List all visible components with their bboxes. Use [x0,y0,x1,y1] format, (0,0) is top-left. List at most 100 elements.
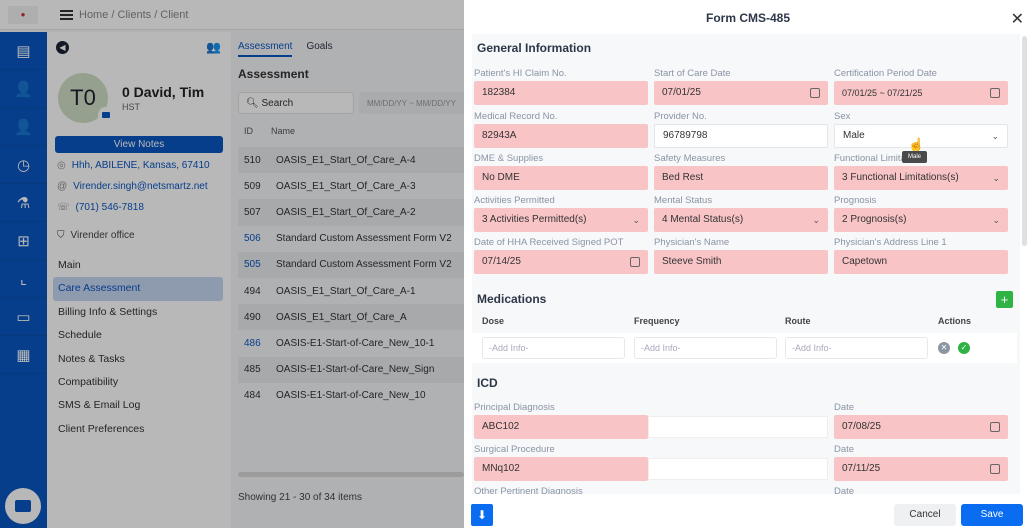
client-office: ⛉ Virender office [57,230,135,241]
table-row[interactable]: 494 OASIS_E1_Start_Of_Care_A-1 [244,285,416,297]
top-bar: ● Home / Clients / Client [0,0,464,30]
chat-button[interactable] [5,488,41,524]
background-app: ● Home / Clients / Client ▤ 👤 👤 ◷ ⚗ ⊞ ⌞ … [0,0,464,528]
table-row[interactable]: 484 OASIS-E1-Start-of-Care_New_10 [244,390,426,402]
surgical-date-field: Date 07/11/25 [834,444,1008,481]
confirm-row-icon[interactable]: ✓ [958,342,970,354]
medication-row: -Add Info- -Add Info- -Add Info- ✕ ✓ [472,333,1017,363]
client-name: 0 David, Tim [122,84,205,100]
nav-care-assessment[interactable]: Care Assessment [53,277,223,301]
sex-select[interactable]: Male ⌄ [834,124,1008,148]
client-phone[interactable]: ☏ (701) 546-7818 [57,202,144,213]
tab-goals[interactable]: Goals [306,41,333,52]
billing-icon[interactable]: ▭ [0,298,47,336]
functional-select[interactable]: 3 Functional Limitations(s) ⌄ [834,166,1008,190]
address-input[interactable]: Capetown [834,250,1008,274]
col-name[interactable]: Name [271,126,296,136]
calendar-icon[interactable] [630,257,640,267]
table-row[interactable]: 510 OASIS_E1_Start_Of_Care_A-4 [238,147,464,174]
app-logo[interactable]: ● [8,5,38,24]
training-icon[interactable]: ⊞ [0,222,47,260]
back-icon[interactable]: ◀ [56,41,69,54]
hha-input[interactable]: 07/14/25 [474,250,648,274]
chart-icon[interactable]: ⌞ [0,260,47,298]
map-icon[interactable]: ▦ [0,336,47,374]
calendar-icon[interactable] [990,422,1000,432]
dme-field: DME & Supplies No DME [474,153,648,190]
shield-icon: ⛉ [57,230,65,241]
table-row[interactable]: 486 OASIS-E1-Start-of-Care_New_10-1 [244,337,435,349]
table-row[interactable]: 485 OASIS-E1-Start-of-Care_New_Sign [238,356,464,383]
nav-sms-email[interactable]: SMS & Email Log [58,399,141,412]
phone-icon: ☏ [57,202,70,213]
download-icon: ⬇ [476,508,488,522]
nav-client-preferences[interactable]: Client Preferences [58,422,145,435]
cert-input[interactable]: 07/01/25 ~ 07/21/25 [834,81,1008,105]
close-icon[interactable]: ✕ [1010,11,1024,28]
employee-icon[interactable]: 👤 [0,70,47,108]
col-id[interactable]: ID [244,126,253,136]
surgical-description[interactable] [648,458,828,480]
provider-input[interactable]: 96789798 [654,124,828,148]
nav-main[interactable]: Main [58,259,81,271]
dme-input[interactable]: No DME [474,166,648,190]
table-row[interactable]: 505 Standard Custom Assessment Form V2 [238,251,464,278]
vertical-scrollbar[interactable] [1022,36,1027,246]
cancel-button[interactable]: Cancel [894,504,956,526]
client-address[interactable]: ◎ Hhh, ABILENE, Kansas, 67410 [57,160,210,171]
dashboard-icon[interactable]: ▤ [0,32,47,70]
dose-input[interactable]: -Add Info- [482,337,625,359]
principal-input[interactable]: ABC102 [474,415,648,439]
search-input[interactable]: 🔍︎ Search [238,92,354,114]
search-icon: 🔍︎ [246,98,262,109]
activities-select[interactable]: 3 Activities Permitted(s) ⌄ [474,208,648,232]
calendar-icon[interactable] [990,88,1000,98]
breadcrumb[interactable]: Home / Clients / Client [79,8,189,21]
principal-description[interactable] [648,416,828,438]
safety-input[interactable]: Bed Rest [654,166,828,190]
table-row[interactable]: 490 OASIS_E1_Start_Of_Care_A [238,304,464,331]
assessment-table: 510 OASIS_E1_Start_Of_Care_A-4 509 OASIS_E… [238,147,464,409]
surgical-input[interactable]: MNq102 [474,457,648,481]
surgical-field: Surgical Procedure MNq102 [474,444,648,481]
soc-input[interactable]: 07/01/25 [654,81,828,105]
frequency-input[interactable]: -Add Info- [634,337,777,359]
physician-field: Physician's Name Steeve Smith [654,237,828,274]
surgical-date-input[interactable]: 07/11/25 [834,457,1008,481]
view-notes-button[interactable]: View Notes [55,136,223,153]
user-search-icon[interactable]: 👥 [206,40,221,54]
prognosis-select[interactable]: 2 Prognosis(s) ⌄ [834,208,1008,232]
table-row[interactable]: 506 Standard Custom Assessment Form V2 [244,233,452,245]
add-medication-button[interactable]: + [996,291,1013,308]
calendar-icon[interactable] [810,88,820,98]
claim-input[interactable]: 182384 [474,81,648,105]
clock-icon[interactable]: ◷ [0,146,47,184]
horizontal-scrollbar[interactable] [238,472,464,477]
nav-billing[interactable]: Billing Info & Settings [58,305,158,318]
nav-notes-tasks[interactable]: Notes & Tasks [58,352,125,365]
table-row[interactable]: 509 OASIS_E1_Start_Of_Care_A-3 [244,180,416,192]
principal-date-input[interactable]: 07/08/25 [834,415,1008,439]
mrn-input[interactable]: 82943A [474,124,648,148]
modal-title: Form CMS-485 [705,11,791,25]
tab-assessment[interactable]: Assessment [238,41,293,57]
chevron-down-icon: ⌄ [632,215,640,225]
calendar-icon[interactable] [990,464,1000,474]
date-range-input[interactable]: MM/DD/YY ~ MM/DD/YY [359,92,464,114]
nav-schedule[interactable]: Schedule [58,329,102,342]
hha-field: Date of HHA Received Signed POT 07/14/25 [474,237,648,274]
download-button[interactable]: ⬇ [471,504,493,526]
route-input[interactable]: -Add Info- [785,337,928,359]
camera-icon[interactable] [98,107,114,123]
menu-icon[interactable] [60,9,73,20]
mental-select[interactable]: 4 Mental Status(s) ⌄ [654,208,828,232]
client-email[interactable]: @ Virender.singh@netsmartz.net [57,181,208,192]
cancel-row-icon[interactable]: ✕ [938,342,950,354]
client-icon[interactable]: 👤 [0,108,47,146]
table-row[interactable]: 507 OASIS_E1_Start_Of_Care_A-2 [238,199,464,226]
save-button[interactable]: Save [961,504,1023,526]
lab-icon[interactable]: ⚗ [0,184,47,222]
physician-input[interactable]: Steeve Smith [654,250,828,274]
assessment-title: Assessment [238,67,309,81]
nav-compatibility[interactable]: Compatibility [58,375,119,388]
